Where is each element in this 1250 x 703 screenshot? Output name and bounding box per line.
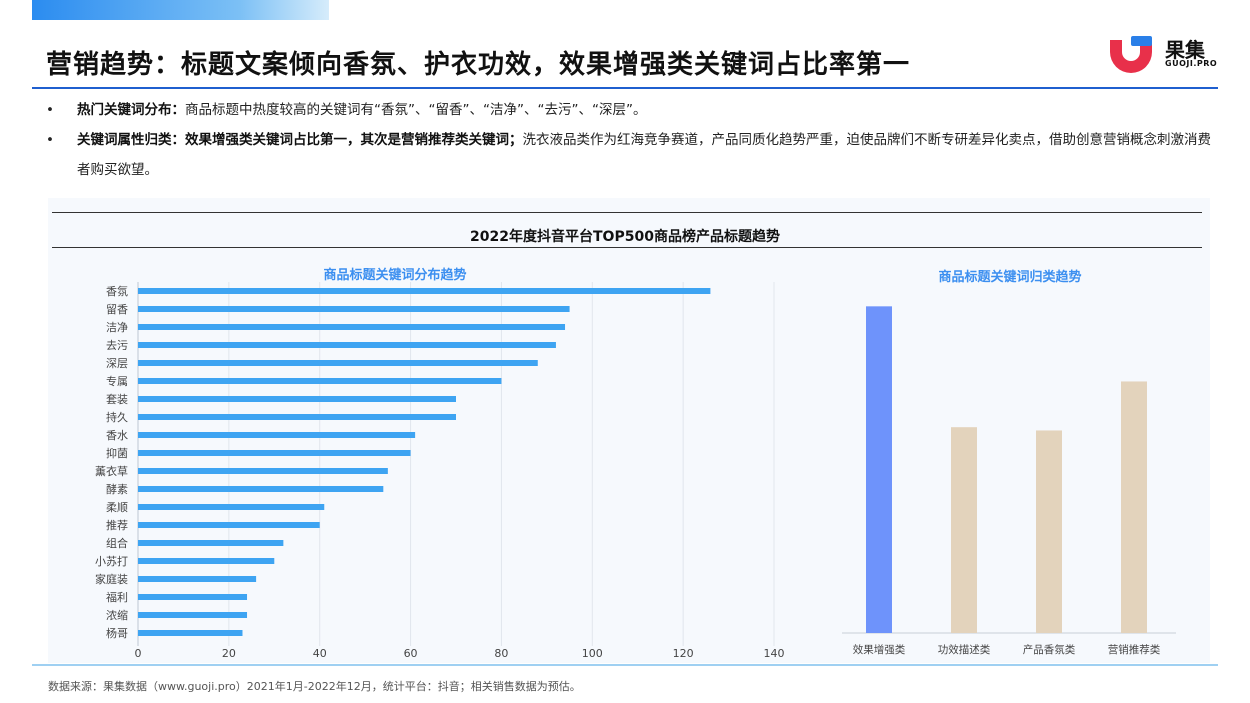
category-label: 组合 [106, 537, 128, 550]
chart-title: 2022年度抖音平台TOP500商品榜产品标题趋势 [470, 229, 780, 245]
category-label: 薰衣草 [95, 465, 128, 478]
x-tick-label: 0 [134, 647, 142, 660]
x-tick-label: 60 [403, 647, 418, 660]
bar [138, 468, 388, 474]
bar [138, 324, 566, 330]
bullet-marker: • [46, 132, 54, 148]
category-label: 浓缩 [106, 609, 128, 622]
category-label: 产品香氛类 [1022, 644, 1076, 656]
x-tick-label: 80 [494, 647, 509, 660]
category-label: 香水 [106, 429, 128, 442]
bar [866, 306, 892, 633]
x-tick-label: 100 [581, 647, 603, 660]
category-label: 杨哥 [106, 627, 128, 640]
logo-mark-icon [1110, 36, 1152, 73]
bar [138, 612, 248, 618]
right-chart-title: 商品标题关键词归类趋势 [938, 270, 1082, 285]
category-label: 专属 [106, 375, 128, 388]
bar [138, 504, 325, 510]
bar [138, 558, 275, 564]
bar [138, 360, 538, 366]
bar [138, 396, 456, 402]
bar [1036, 430, 1062, 633]
bar [951, 427, 977, 633]
page-title: 营销趋势：标题文案倾向香氛、护衣功效，效果增强类关键词占比率第一 [46, 50, 911, 80]
category-label: 深层 [106, 357, 128, 370]
bar [138, 450, 411, 456]
category-label: 功效描述类 [937, 644, 991, 656]
category-label: 效果增强类 [852, 644, 906, 656]
top-accent-bar [32, 0, 329, 20]
bullet-item: • 关键词属性归类：效果增强类关键词占比第一，其次是营销推荐类关键词；洗衣液品类… [46, 125, 1216, 185]
x-tick-label: 20 [221, 647, 236, 660]
bar [138, 576, 257, 582]
category-label: 小苏打 [95, 555, 128, 568]
category-label: 抑菌 [106, 447, 128, 460]
bar [138, 414, 456, 420]
category-label: 营销推荐类 [1107, 644, 1161, 656]
footer-divider [32, 664, 1218, 666]
bar [138, 288, 711, 294]
bar [138, 522, 320, 528]
category-label: 推荐 [106, 519, 128, 532]
category-label: 香氛 [106, 285, 128, 298]
left-chart-title: 商品标题关键词分布趋势 [323, 268, 467, 283]
data-source-note: 数据来源：果集数据（www.guoji.pro）2021年1月-2022年12月… [48, 680, 581, 693]
category-label: 福利 [106, 591, 128, 604]
x-tick-label: 40 [312, 647, 327, 660]
bullet-item: • 热门关键词分布：商品标题中热度较高的关键词有“香氛”、“留香”、“洁净”、“… [46, 95, 1216, 125]
category-label: 柔顺 [106, 501, 128, 514]
chart-title-rule [52, 247, 1202, 248]
x-tick-label: 120 [672, 647, 694, 660]
chart-panel [48, 198, 1210, 663]
logo-name: 果集 [1165, 38, 1205, 62]
bar [138, 342, 556, 348]
bullet-bold-text: 热门关键词分布： [77, 102, 185, 118]
bullet-list: • 热门关键词分布：商品标题中热度较高的关键词有“香氛”、“留香”、“洁净”、“… [46, 95, 1216, 185]
bar [138, 540, 284, 546]
chart-top-rule [52, 212, 1202, 213]
brand-logo[interactable]: 果集 GUOJI.PRO [1106, 32, 1226, 76]
bar [138, 432, 416, 438]
logo-url: GUOJI.PRO [1165, 59, 1218, 68]
category-label: 套装 [106, 393, 128, 406]
bar [138, 630, 243, 636]
bar [1121, 381, 1147, 633]
bar [138, 594, 248, 600]
bar [138, 486, 384, 492]
bullet-text: 商品标题中热度较高的关键词有“香氛”、“留香”、“洁净”、“去污”、“深层”。 [185, 102, 647, 118]
x-tick-label: 140 [763, 647, 785, 660]
category-label: 去污 [106, 339, 128, 352]
title-divider [32, 87, 1218, 89]
category-label: 持久 [106, 411, 128, 424]
category-label: 家庭装 [95, 573, 128, 586]
bar [138, 378, 502, 384]
bullet-bold-text: 关键词属性归类：效果增强类关键词占比第一，其次是营销推荐类关键词； [77, 132, 523, 148]
bullet-marker: • [46, 102, 54, 118]
bar [138, 306, 570, 312]
category-label: 洁净 [106, 321, 128, 334]
category-label: 留香 [106, 303, 128, 316]
category-label: 酵素 [106, 483, 128, 496]
bullet-text: 洗衣液品类作为红海竞争赛道，产品同质化趋势严重，迫使品牌们不断专研差异化卖点，借… [77, 132, 1211, 178]
